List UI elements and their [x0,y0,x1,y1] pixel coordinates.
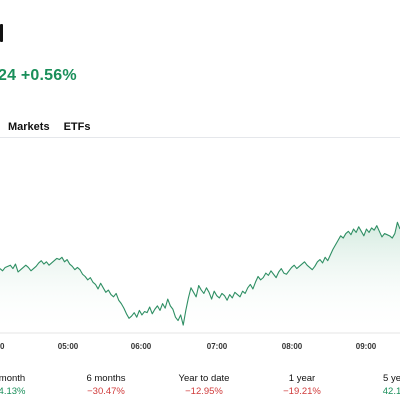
tabs-divider [0,137,400,138]
tab-markets[interactable]: Markets [8,121,50,133]
section-tabs: Markets ETFs [8,121,90,133]
period-label: Year to date [178,373,230,384]
period-6-months[interactable]: 6 months −30.47% [66,373,146,399]
price-chart[interactable]: 0 05:00 06:00 07:00 08:00 09:00 [0,190,400,360]
period-1-month[interactable]: month 4.13% [0,373,52,399]
period-value: −19.21% [283,386,321,397]
period-1-year[interactable]: 1 year −19.21% [262,373,342,399]
price-area-fill [0,222,400,333]
x-tick-label: 09:00 [356,342,377,351]
period-year-to-date[interactable]: Year to date −12.95% [164,373,244,399]
period-label: month [0,373,26,384]
tab-etfs[interactable]: ETFs [63,121,91,133]
symbol-title-fragment [0,24,3,42]
period-value: −30.47% [87,386,125,397]
x-tick-label: 0 [0,342,5,351]
period-label: 5 ye [383,373,400,384]
period-value: 42.1 [382,386,400,397]
price-chart-svg: 0 05:00 06:00 07:00 08:00 09:00 [0,221,400,351]
price-series-line [0,221,400,326]
period-value: −12.95% [185,386,223,397]
price-change: 24 +0.56% [0,67,77,84]
x-tick-label: 07:00 [207,342,228,351]
period-value: 4.13% [0,386,26,397]
x-tick-label: 05:00 [58,342,79,351]
performance-periods: month 4.13% 6 months −30.47% Year to dat… [0,373,400,400]
period-label: 6 months [86,373,126,384]
x-tick-label: 06:00 [131,342,152,351]
x-tick-label: 08:00 [282,342,303,351]
period-label: 1 year [288,373,316,384]
period-5-years[interactable]: 5 ye 42.1 [352,373,400,399]
